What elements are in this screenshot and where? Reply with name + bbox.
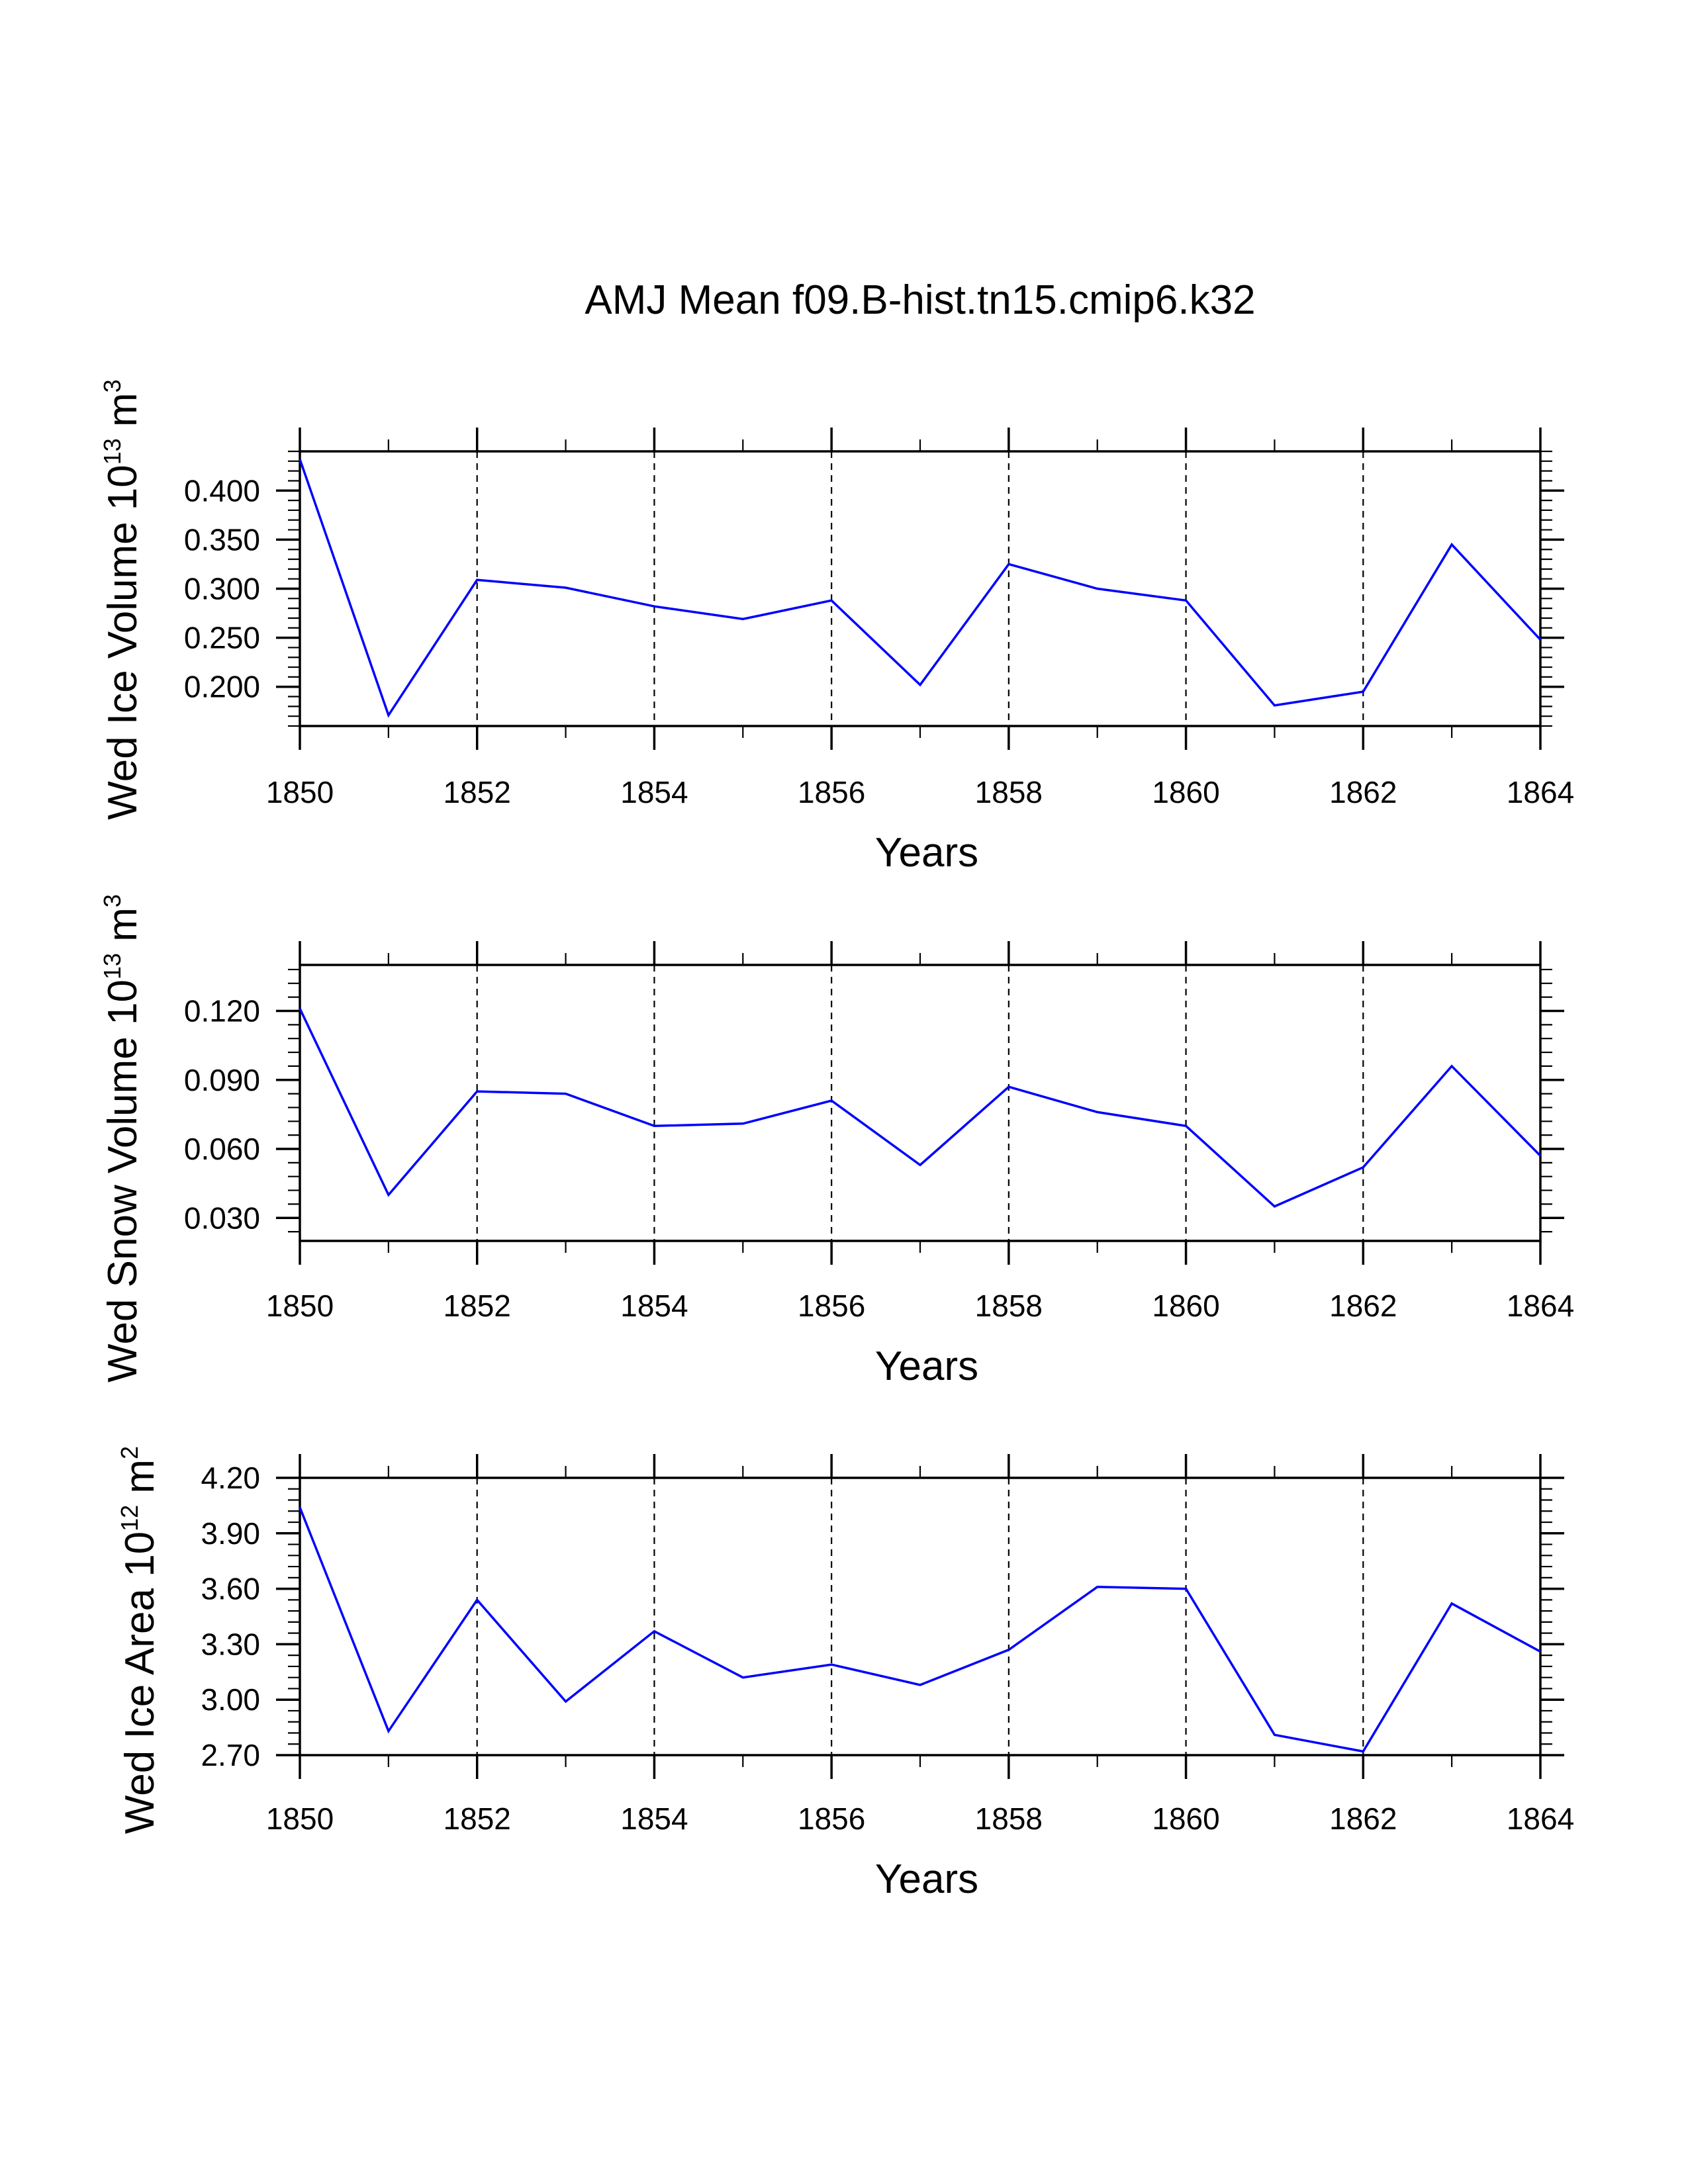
x-tick-label: 1860 [1152, 775, 1219, 809]
x-tick-label: 1854 [620, 1289, 688, 1323]
series-line [299, 459, 1542, 718]
chart-panel-3: 2.70 3.00 3.30 3.60 3.90 4.20 1850 1852 1854 1856… [116, 1446, 1574, 1902]
x-axis-title: Years [875, 830, 978, 876]
y-tick-label: 0.200 [184, 670, 260, 704]
x-tick-label: 1864 [1507, 1289, 1574, 1323]
x-tick-label: 1856 [798, 1289, 865, 1323]
y-tick-label: 0.400 [184, 473, 260, 508]
y-axis-title: Wed Snow Volume 1013 m3 [99, 894, 146, 1383]
chart-panel-2: 0.030 0.060 0.090 0.120 1850 1852 1854 1856 1858… [99, 894, 1574, 1389]
x-tick-label: 1858 [975, 775, 1043, 809]
x-tick-label: 1852 [444, 1801, 511, 1836]
y-tick-label: 3.00 [201, 1682, 260, 1717]
plot-frame [299, 964, 1542, 1242]
y-tick-label: 0.060 [184, 1132, 260, 1166]
x-tick-label: 1850 [266, 775, 334, 809]
y-tick-label: 0.120 [184, 994, 260, 1028]
x-tick-label: 1858 [975, 1801, 1043, 1836]
y-tick-label: 0.350 [184, 522, 260, 557]
y-tick-label: 0.250 [184, 621, 260, 655]
y-tick-label: 2.70 [201, 1738, 260, 1772]
x-tick-label: 1860 [1152, 1801, 1219, 1836]
y-tick-label: 4.20 [201, 1461, 260, 1495]
plot-frame [299, 1477, 1542, 1756]
x-axis-title: Years [875, 1343, 978, 1389]
x-tick-label: 1864 [1507, 775, 1574, 809]
x-tick-label: 1852 [444, 1289, 511, 1323]
y-tick-label: 3.90 [201, 1516, 260, 1551]
x-axis-title: Years [875, 1856, 978, 1902]
x-tick-label: 1850 [266, 1801, 334, 1836]
chart-panel-1: 0.200 0.250 0.300 0.350 0.400 1850 1852 1854 185… [99, 379, 1574, 876]
series-line [299, 1507, 1541, 1753]
x-tick-label: 1854 [620, 1801, 688, 1836]
x-tick-label: 1864 [1507, 1801, 1574, 1836]
figure-title: AMJ Mean f09.B-hist.tn15.cmip6.k32 [585, 277, 1255, 323]
y-tick-label: 3.60 [201, 1572, 260, 1606]
y-tick-label: 0.300 [184, 572, 260, 606]
series-line [299, 1008, 1542, 1208]
x-tick-label: 1852 [444, 775, 511, 809]
x-tick-label: 1854 [620, 775, 688, 809]
y-tick-label: 0.030 [184, 1201, 260, 1235]
y-axis-title: Wed Ice Area 1012 m2 [116, 1446, 163, 1834]
y-axis-title: Wed Ice Volume 1013 m3 [99, 379, 146, 819]
x-tick-label: 1862 [1329, 1801, 1397, 1836]
x-tick-label: 1862 [1329, 775, 1397, 809]
x-tick-label: 1862 [1329, 1289, 1397, 1323]
y-tick-label: 3.30 [201, 1627, 260, 1661]
y-tick-label: 0.090 [184, 1063, 260, 1097]
x-tick-label: 1858 [975, 1289, 1043, 1323]
x-tick-label: 1856 [798, 775, 865, 809]
chart-panels: 0.200 0.250 0.300 0.350 0.400 1850 1852 1854 185… [99, 379, 1574, 1902]
x-tick-label: 1856 [798, 1801, 865, 1836]
x-tick-label: 1860 [1152, 1289, 1219, 1323]
x-tick-label: 1850 [266, 1289, 334, 1323]
